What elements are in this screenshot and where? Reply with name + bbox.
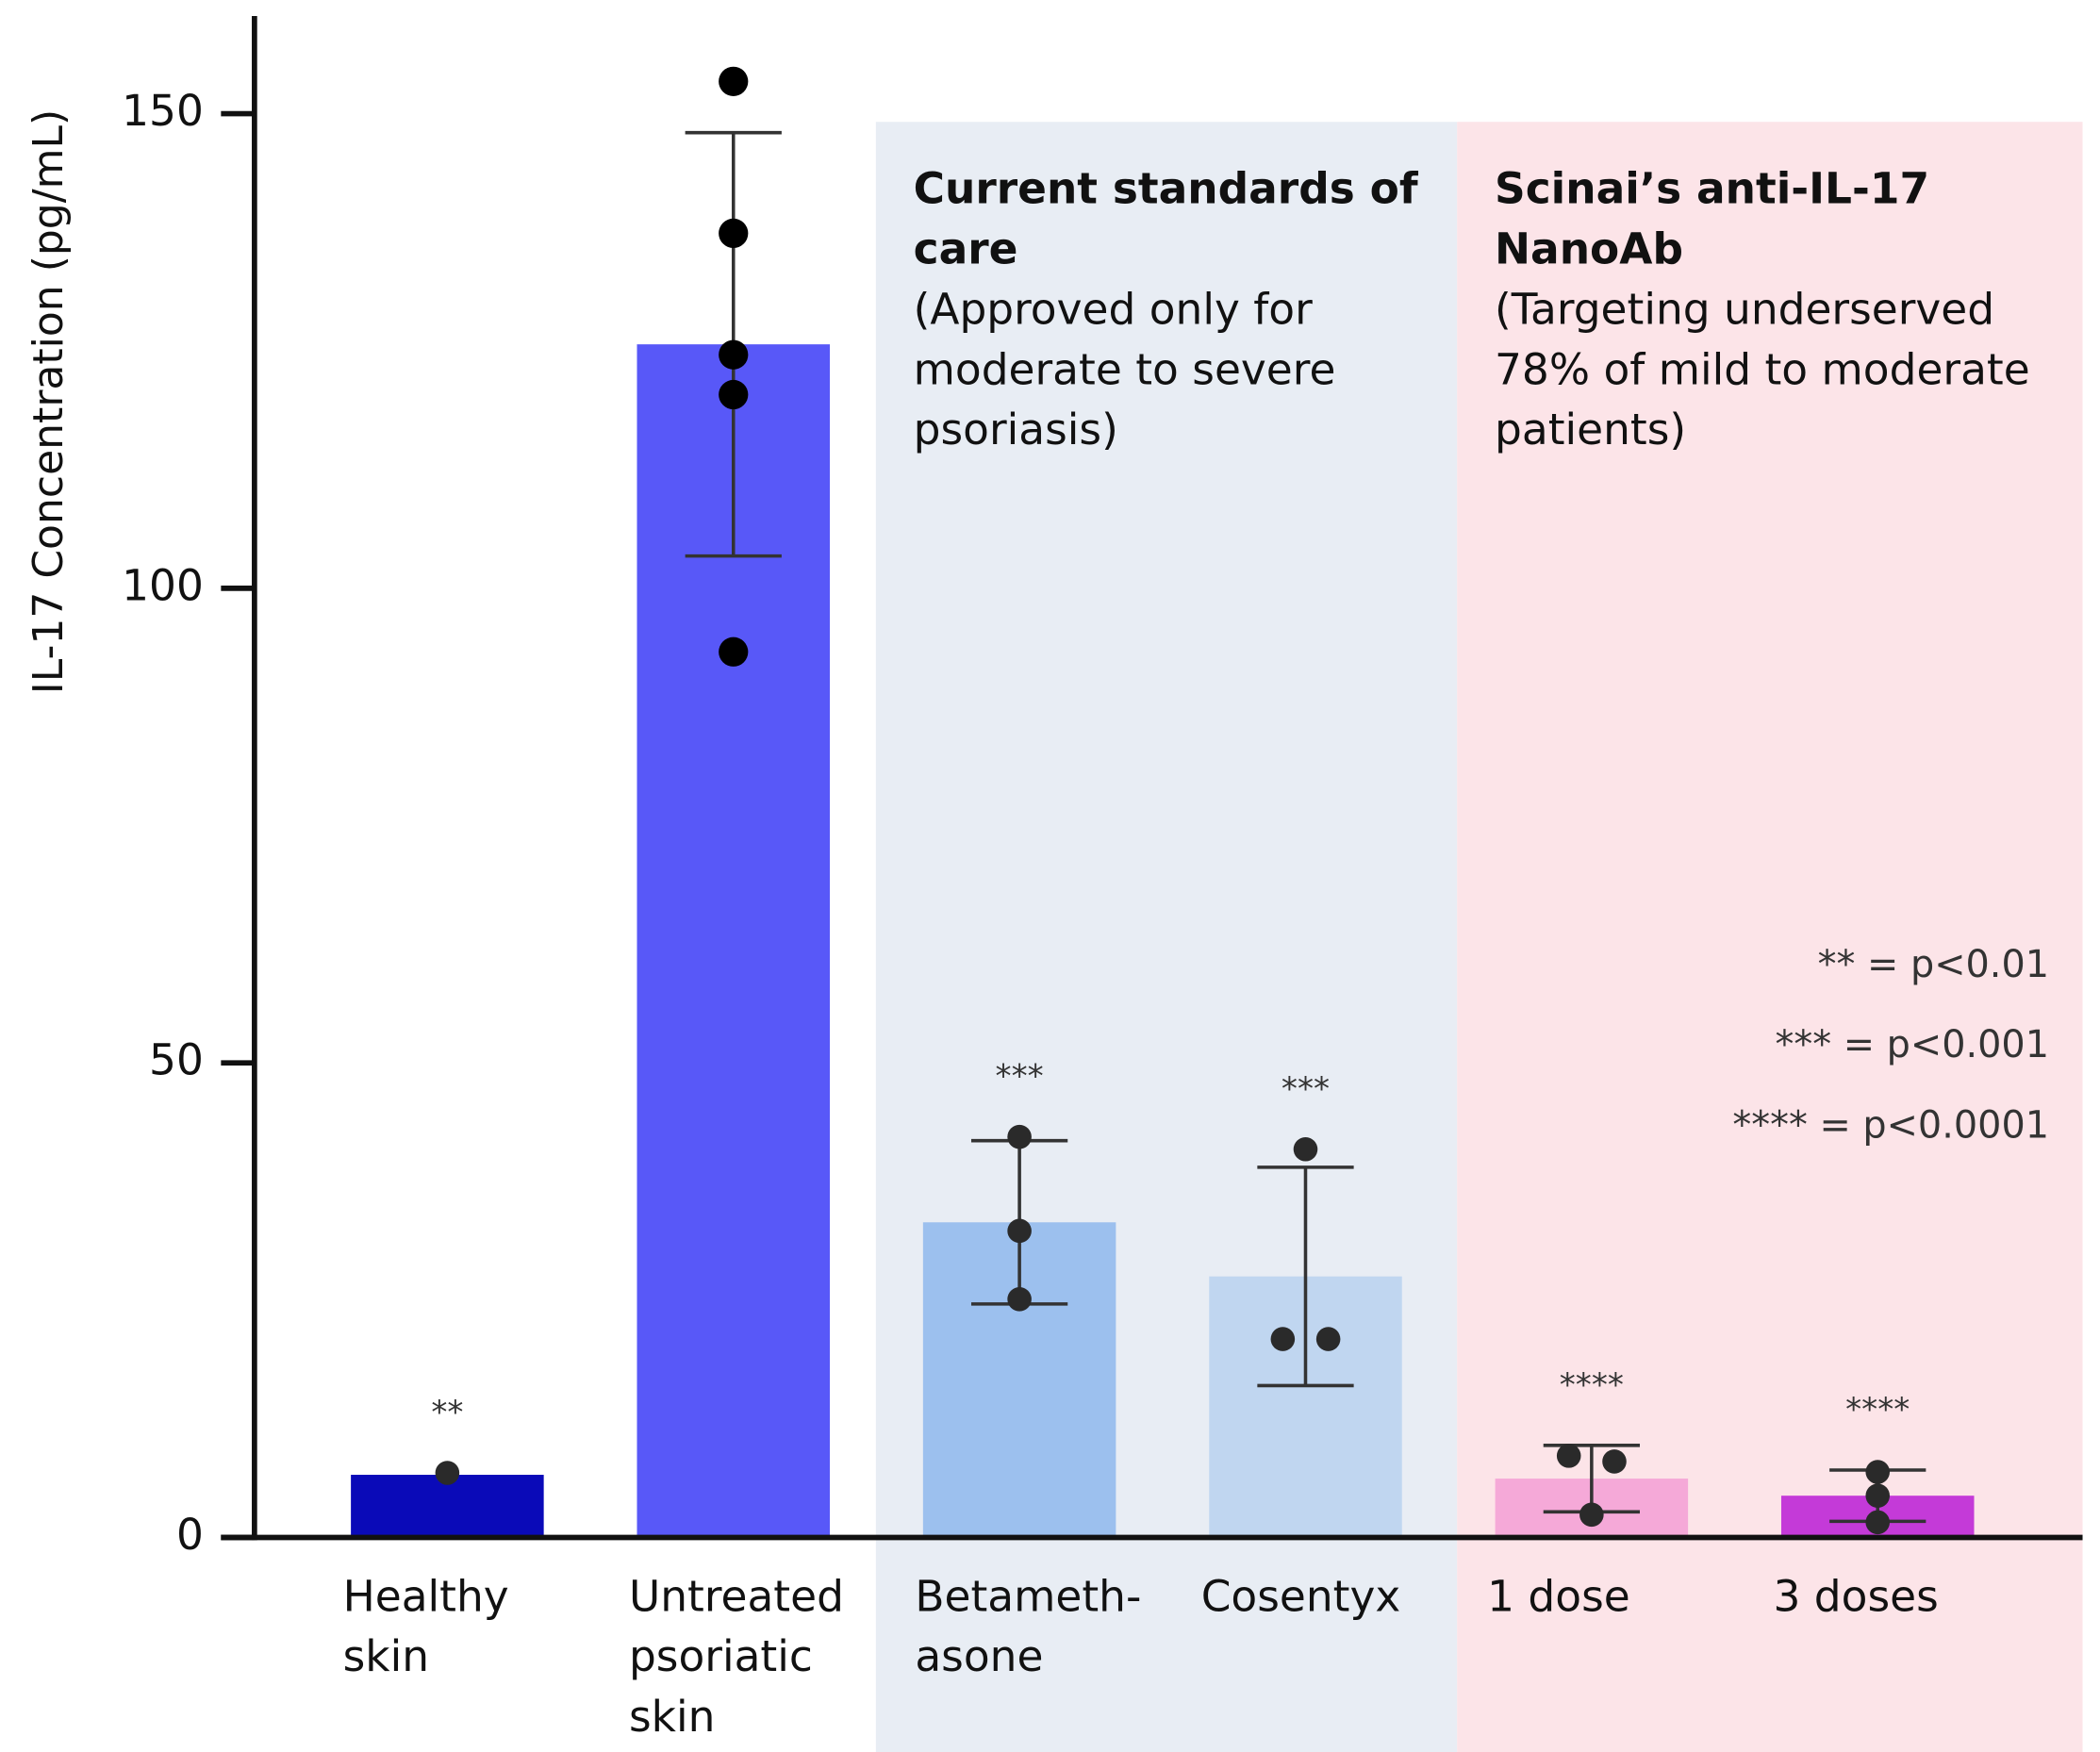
x-tick-label: skin: [343, 1631, 429, 1681]
group-title: Current standards of: [914, 164, 1419, 214]
data-point: [436, 1461, 460, 1485]
data-point: [1294, 1137, 1318, 1162]
data-point: [1007, 1219, 1032, 1244]
data-point: [719, 67, 748, 96]
x-tick-label: skin: [629, 1692, 715, 1742]
x-tick-label: 1 dose: [1487, 1571, 1630, 1621]
data-point: [1602, 1449, 1627, 1474]
x-tick-label: Untreated: [629, 1571, 844, 1621]
group-title: Scinai’s anti-IL-17: [1495, 164, 1929, 214]
data-point: [1865, 1511, 1890, 1535]
data-point: [1865, 1460, 1890, 1484]
significance-label: ****: [1560, 1366, 1624, 1404]
group-subtitle: psoriasis): [914, 405, 1118, 455]
data-point: [1316, 1327, 1341, 1351]
data-point: [1865, 1483, 1890, 1508]
group-subtitle: (Targeting underserved: [1495, 284, 1994, 334]
data-point: [1271, 1327, 1296, 1351]
data-point: [1557, 1444, 1581, 1468]
x-tick-label: asone: [915, 1631, 1043, 1681]
data-point: [1007, 1287, 1032, 1312]
chart: IL-17 Concentration (pg/mL) Current stan…: [0, 0, 2100, 1752]
x-tick-label: Betameth-: [915, 1571, 1141, 1621]
significance-note: ** = p<0.01: [1818, 943, 2049, 986]
significance-label: ***: [996, 1058, 1044, 1096]
significance-label: ***: [1281, 1070, 1330, 1108]
group-title: care: [914, 224, 1018, 274]
data-point: [1007, 1125, 1032, 1149]
data-point: [719, 637, 748, 667]
significance-note: **** = p<0.0001: [1732, 1103, 2049, 1147]
data-point: [719, 380, 748, 409]
data-point: [719, 219, 748, 248]
significance-note: *** = p<0.001: [1775, 1023, 2049, 1066]
significance-label: **: [431, 1394, 463, 1431]
y-tick-label: 150: [122, 86, 204, 136]
group-subtitle: moderate to severe: [914, 344, 1336, 394]
y-axis-label: IL-17 Concentration (pg/mL): [25, 109, 73, 694]
data-point: [719, 340, 748, 370]
group-title: NanoAb: [1495, 224, 1683, 274]
significance-label: ****: [1845, 1391, 1910, 1429]
group-subtitle: 78% of mild to moderate: [1495, 344, 2030, 394]
x-tick-label: Healthy: [343, 1571, 509, 1621]
group-subtitle: (Approved only for: [914, 284, 1313, 334]
y-tick-label: 50: [149, 1035, 204, 1085]
x-tick-label: Cosentyx: [1201, 1571, 1401, 1621]
data-point: [1579, 1503, 1604, 1528]
x-tick-label: 3 doses: [1773, 1571, 1938, 1621]
x-tick-label: psoriatic: [629, 1631, 813, 1681]
y-tick-label: 0: [176, 1510, 204, 1560]
group-subtitle: patients): [1495, 405, 1686, 455]
y-tick-label: 100: [122, 560, 204, 610]
